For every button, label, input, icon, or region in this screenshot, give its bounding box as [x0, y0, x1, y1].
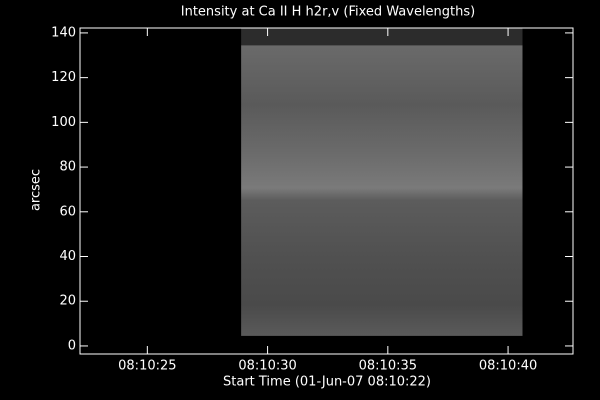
y-tick-label: 60: [59, 204, 76, 219]
y-tick-label: 80: [59, 160, 76, 175]
chart-title: Intensity at Ca II H h2r,v (Fixed Wavele…: [181, 5, 475, 20]
axis-frame: [79, 27, 574, 355]
x-tick-label: 08:10:40: [479, 359, 537, 374]
x-tick-label: 08:10:35: [359, 359, 417, 374]
y-tick-label: 100: [51, 115, 76, 130]
y-tick-label: 120: [51, 70, 76, 85]
y-tick-label: 40: [59, 249, 76, 264]
y-axis-label: arcsec: [29, 169, 44, 211]
y-tick-label: 140: [51, 25, 76, 40]
y-tick-label: 0: [68, 338, 76, 353]
x-tick-label: 08:10:25: [118, 359, 176, 374]
x-axis-label: Start Time (01-Jun-07 08:10:22): [223, 375, 431, 390]
image: [241, 28, 523, 336]
y-tick-label: 20: [59, 294, 76, 309]
x-tick-label: 08:10:30: [238, 359, 296, 374]
